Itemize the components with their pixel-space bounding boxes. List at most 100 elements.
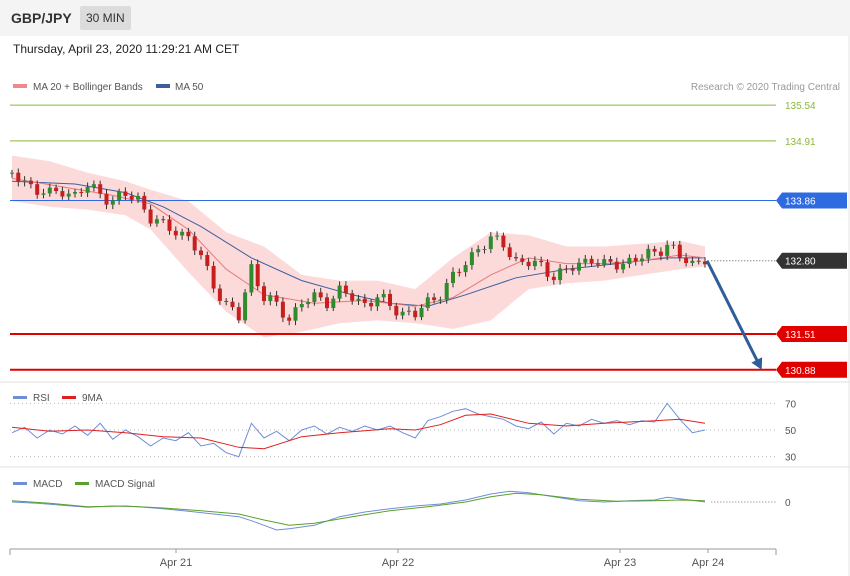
candle	[696, 257, 701, 265]
candle	[10, 169, 14, 178]
level-label-0: 135.54	[785, 101, 816, 112]
candle-body	[671, 244, 676, 246]
credit-text: Research © 2020 Trading Central	[691, 82, 840, 93]
candle	[236, 302, 241, 324]
candle	[35, 180, 40, 199]
candle-body	[312, 292, 317, 303]
candle	[217, 284, 222, 305]
candle-body	[703, 261, 707, 265]
candle	[22, 176, 27, 187]
candle	[186, 227, 191, 241]
candle-body	[457, 271, 462, 273]
candle	[262, 282, 266, 306]
candle-body	[154, 219, 159, 224]
rsi-level-label: 70	[785, 399, 797, 410]
candle	[123, 187, 128, 201]
x-axis-label: Apr 24	[692, 557, 724, 569]
candle-body	[564, 268, 569, 270]
macd-level-label: 0	[785, 498, 791, 509]
candle-body	[369, 302, 374, 307]
candle	[640, 254, 644, 266]
candle	[463, 261, 468, 277]
candle-body	[356, 298, 361, 301]
candle-body	[425, 297, 430, 308]
candle	[60, 186, 65, 200]
candle-body	[337, 285, 342, 299]
candle	[91, 180, 96, 192]
candle	[388, 289, 392, 311]
rsi-ma-legend-swatch	[62, 396, 76, 399]
candle-body	[652, 248, 657, 252]
candle-body	[10, 172, 14, 174]
candle	[652, 245, 657, 257]
time-axis: Apr 21 Apr 22 Apr 23 Apr 24	[9, 548, 777, 569]
candle	[394, 302, 399, 320]
candle-body	[507, 247, 512, 258]
candle-body	[274, 295, 279, 302]
candle-body	[362, 298, 367, 303]
candle	[520, 254, 525, 266]
candle	[432, 293, 437, 304]
candle	[627, 254, 632, 269]
candle-body	[161, 219, 166, 221]
candle	[589, 255, 594, 267]
macd-signal-legend-swatch	[75, 482, 89, 485]
rsi-level-label: 30	[785, 453, 797, 464]
candle-body	[16, 172, 21, 182]
candle-body	[331, 298, 336, 309]
candle-body	[476, 249, 481, 253]
price-tag-3: 132.80	[776, 252, 847, 269]
candle-body	[419, 307, 424, 318]
candle-body	[110, 200, 115, 205]
candle	[243, 289, 248, 324]
candle	[299, 299, 304, 312]
candle	[658, 247, 663, 261]
candle-body	[589, 258, 594, 264]
candle-body	[192, 236, 197, 251]
candle-body	[98, 184, 103, 194]
macd-legend-swatch	[13, 482, 27, 485]
candle-body	[91, 184, 96, 187]
candle	[438, 296, 443, 304]
candle-body	[595, 263, 600, 265]
level-label-1: 134.91	[785, 137, 816, 148]
price-tag-label: 130.88	[785, 366, 816, 377]
price-tag-shape	[776, 325, 847, 342]
candle-body	[400, 311, 405, 316]
candle	[28, 177, 33, 189]
rsi-legend-label: RSI	[33, 393, 50, 404]
candle	[66, 189, 71, 201]
candle-body	[186, 231, 191, 237]
candle	[249, 260, 254, 296]
price-tag-label: 133.86	[785, 197, 816, 208]
price-tag-shape	[776, 252, 847, 269]
candle-body	[514, 257, 518, 259]
candle-body	[633, 257, 638, 262]
candle-body	[280, 301, 285, 318]
candle-body	[375, 297, 380, 307]
candle	[425, 292, 430, 312]
timeframe-button[interactable]: 30 MIN	[80, 6, 131, 30]
candle-body	[85, 186, 90, 193]
candle	[400, 307, 405, 320]
price-tag-shape	[776, 361, 847, 378]
candle-body	[22, 180, 27, 182]
candle	[199, 246, 203, 260]
candle-body	[299, 304, 304, 308]
candle	[274, 290, 279, 307]
candle-body	[469, 252, 474, 266]
candle	[41, 188, 46, 199]
candle	[98, 180, 103, 199]
candle-body	[66, 193, 71, 197]
rsi-line	[11, 402, 706, 458]
candle	[507, 243, 512, 261]
candle	[337, 281, 342, 302]
candle-body	[136, 195, 140, 200]
candle	[677, 240, 682, 262]
candle-body	[350, 293, 355, 301]
candle	[54, 184, 59, 194]
macd-legend-label: MACD	[33, 479, 62, 490]
candle	[564, 265, 569, 274]
candle	[577, 258, 581, 275]
currency-pair: GBP/JPY	[11, 10, 72, 26]
